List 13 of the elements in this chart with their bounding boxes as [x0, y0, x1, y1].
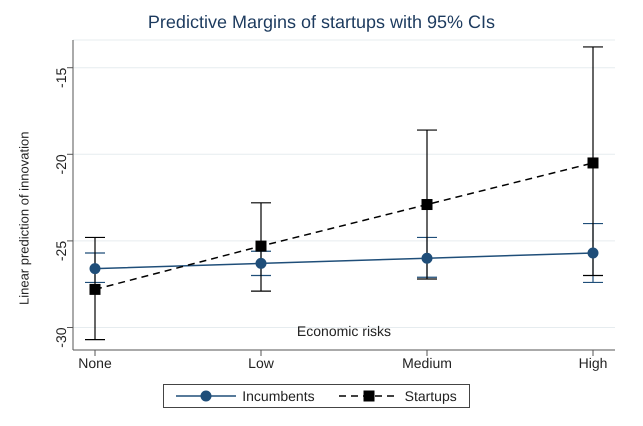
- x-tick-label: None: [78, 354, 112, 371]
- y-tick-label: -15: [52, 67, 69, 88]
- x-axis-title: Economic risks: [296, 323, 392, 339]
- y-tick-label: -20: [52, 154, 69, 175]
- chart-title: Predictive Margins of startups with 95% CIs: [146, 12, 496, 33]
- y-tick-label: -30: [52, 327, 69, 348]
- legend-label: Incumbents: [241, 388, 315, 404]
- x-tick-label: High: [578, 354, 608, 371]
- y-tick-label: -25: [52, 240, 69, 262]
- x-tick-label: Low: [248, 354, 275, 371]
- legend-label: Startups: [404, 388, 457, 404]
- y-axis-title: Linear prediction of innovation: [16, 132, 32, 305]
- x-tick-label: Medium: [402, 354, 452, 371]
